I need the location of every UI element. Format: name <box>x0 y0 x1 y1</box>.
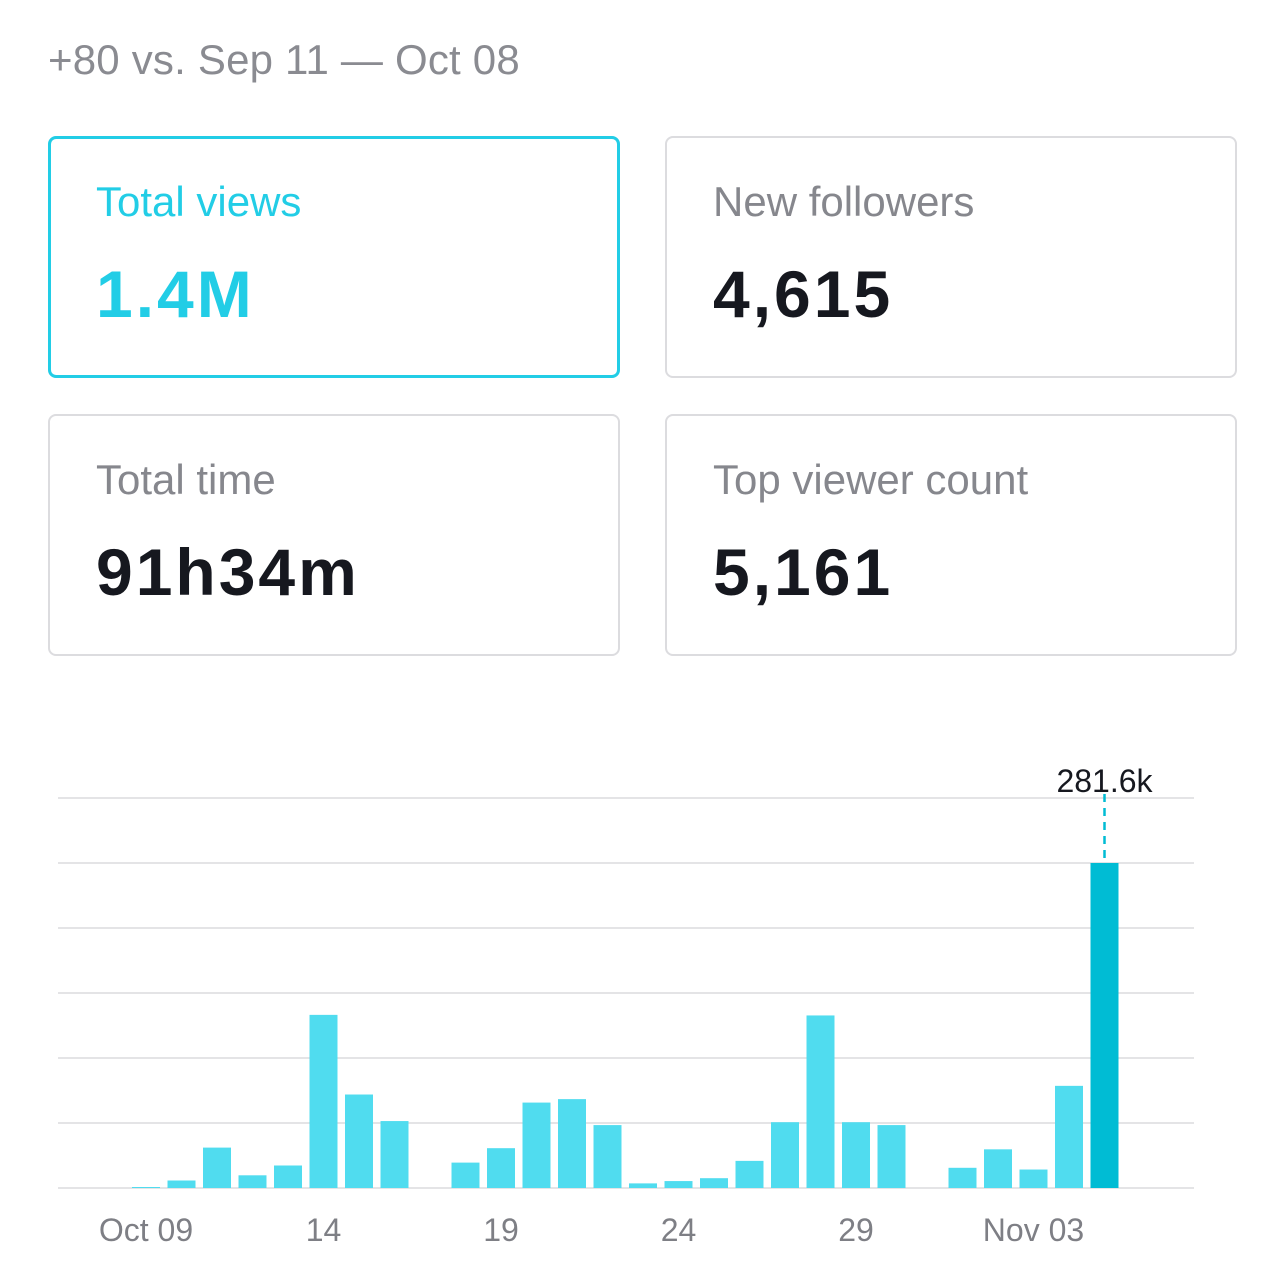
top-viewer-count-label: Top viewer count <box>713 456 1029 503</box>
bar-nov-03[interactable] <box>1019 1169 1048 1188</box>
x-tick-label-3: 24 <box>661 1212 697 1248</box>
total-time-label: Total time <box>96 456 276 503</box>
x-tick-label-2: 19 <box>483 1212 519 1248</box>
chart-selected-marker: 281.6k <box>1056 763 1154 863</box>
bar-nov-02[interactable] <box>984 1149 1012 1188</box>
total-time-value: 91h34m <box>96 535 360 609</box>
bar-oct-29[interactable] <box>842 1122 870 1188</box>
bar-oct-30[interactable] <box>877 1125 906 1188</box>
bar-nov-05[interactable] <box>1090 862 1119 1188</box>
total-views-card[interactable]: Total views 1.4M <box>48 136 620 378</box>
bar-nov-04[interactable] <box>1055 1085 1083 1188</box>
bar-oct-18[interactable] <box>451 1162 480 1188</box>
new-followers-value: 4,615 <box>713 257 894 331</box>
comparison-text: +80 vs. Sep 11 — Oct 08 <box>48 36 520 83</box>
bar-oct-22[interactable] <box>593 1125 622 1188</box>
bar-oct-21[interactable] <box>558 1099 586 1188</box>
bar-oct-20[interactable] <box>522 1102 551 1188</box>
views-bar-chart[interactable]: Oct 09 14 19 24 29 Nov 03 281.6k <box>0 740 1284 1280</box>
bar-oct-15[interactable] <box>345 1094 373 1188</box>
bar-oct-19[interactable] <box>487 1148 515 1188</box>
selected-bar-value-label: 281.6k <box>1056 763 1153 799</box>
bar-oct-26[interactable] <box>735 1160 764 1188</box>
total-views-label: Total views <box>96 178 302 225</box>
bar-oct-13[interactable] <box>274 1165 302 1188</box>
bar-oct-11[interactable] <box>203 1147 231 1188</box>
top-viewer-count-value: 5,161 <box>713 535 894 609</box>
x-tick-label-1: 14 <box>306 1212 342 1248</box>
new-followers-label: New followers <box>713 178 975 225</box>
bar-oct-25[interactable] <box>700 1178 728 1188</box>
bar-oct-24[interactable] <box>664 1181 693 1188</box>
total-time-card[interactable]: Total time 91h34m <box>48 414 620 656</box>
x-tick-label-5: Nov 03 <box>983 1212 1084 1248</box>
chart-bars[interactable] <box>132 862 1119 1188</box>
bar-oct-10[interactable] <box>167 1180 196 1188</box>
bar-oct-09[interactable] <box>132 1187 160 1188</box>
bar-oct-14[interactable] <box>309 1014 338 1188</box>
x-tick-label-0: Oct 09 <box>99 1212 193 1248</box>
top-viewer-count-card[interactable]: Top viewer count 5,161 <box>665 414 1237 656</box>
new-followers-card[interactable]: New followers 4,615 <box>665 136 1237 378</box>
bar-oct-28[interactable] <box>806 1015 835 1188</box>
bar-oct-16[interactable] <box>380 1121 409 1188</box>
total-views-value: 1.4M <box>96 257 255 331</box>
bar-nov-01[interactable] <box>948 1167 977 1188</box>
bar-oct-12[interactable] <box>238 1175 267 1188</box>
x-tick-label-4: 29 <box>838 1212 874 1248</box>
bar-oct-27[interactable] <box>771 1122 799 1188</box>
chart-x-axis: Oct 09 14 19 24 29 Nov 03 <box>99 1212 1084 1248</box>
bar-oct-23[interactable] <box>629 1183 657 1188</box>
chart-gridlines <box>58 797 1194 1189</box>
